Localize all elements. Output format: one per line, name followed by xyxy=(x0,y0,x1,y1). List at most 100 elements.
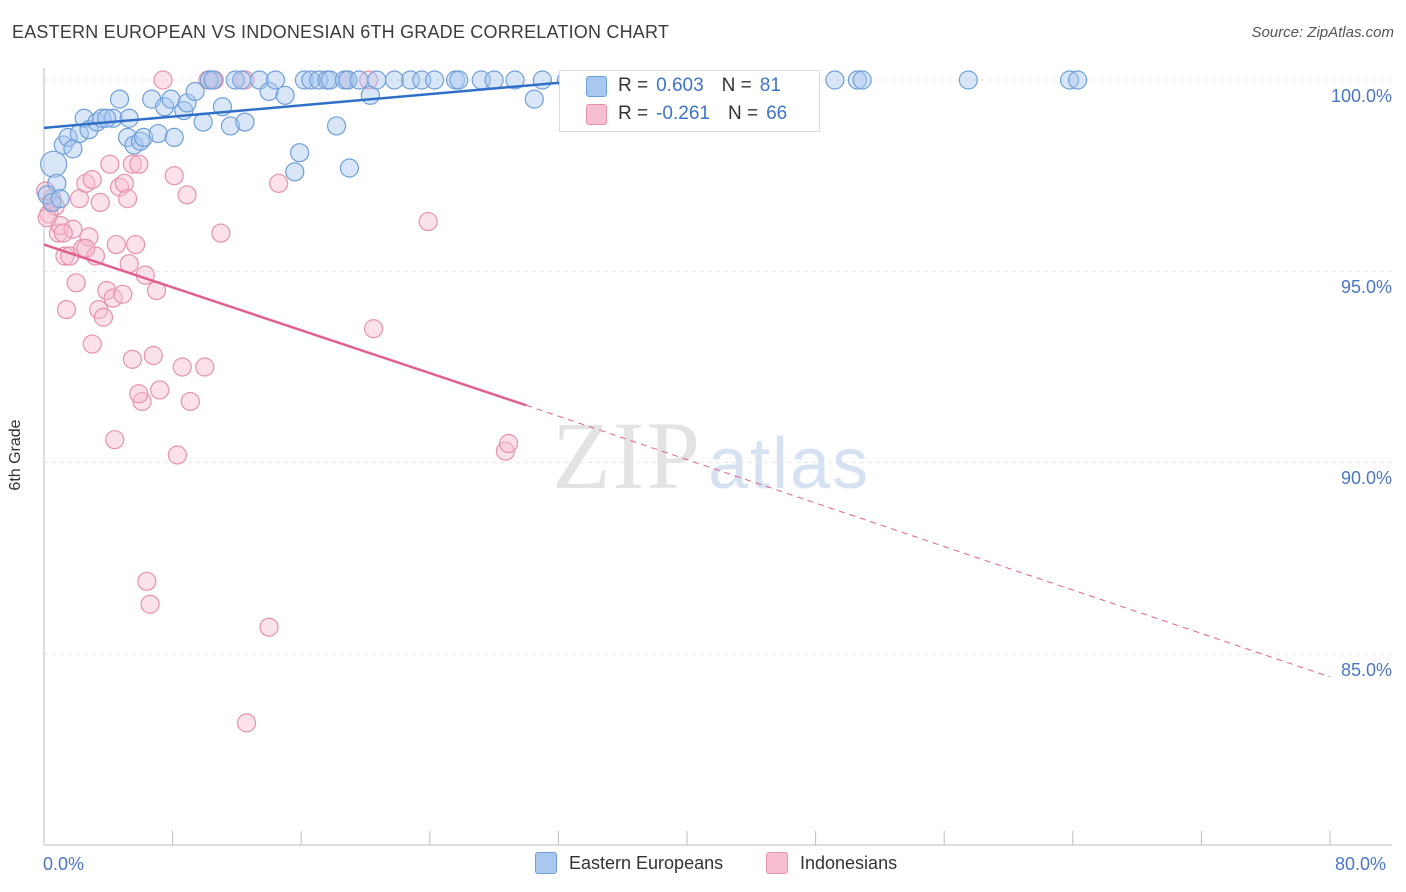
indonesians-point xyxy=(180,391,200,412)
legend-swatch-pink xyxy=(766,852,788,874)
x-tick-label-min: 0.0% xyxy=(43,854,85,874)
eastern-europeans-point xyxy=(524,89,544,109)
indonesians-point xyxy=(498,433,519,454)
eastern-europeans-point xyxy=(161,89,181,109)
eastern-europeans-point xyxy=(177,93,197,113)
watermark: ZIPatlas xyxy=(552,400,870,511)
eastern-europeans-point xyxy=(117,127,138,147)
legend-label-pink: Indonesians xyxy=(800,852,898,873)
legend-swatch-blue xyxy=(586,75,607,97)
eastern-europeans-point xyxy=(339,158,360,178)
legend-label-blue: Eastern Europeans xyxy=(569,852,724,873)
eastern-europeans-point xyxy=(367,70,387,90)
indonesians-point xyxy=(76,238,96,258)
indonesians-point xyxy=(122,154,143,174)
n-value-blue: 81 xyxy=(759,75,781,96)
indonesians-point xyxy=(48,223,69,243)
r-label: R = xyxy=(618,75,649,96)
indonesians-point xyxy=(117,189,138,209)
indonesians-point xyxy=(37,208,57,228)
eastern-europeans-point xyxy=(338,70,358,90)
eastern-europeans-point xyxy=(164,127,184,147)
indonesians-point xyxy=(359,70,379,90)
eastern-europeans-point xyxy=(326,116,347,136)
eastern-europeans-points xyxy=(37,70,1088,213)
y-tick-label-85: 85.0% xyxy=(1340,660,1392,680)
eastern-europeans-point xyxy=(847,70,867,90)
y-axis-label: 6th Grade xyxy=(7,419,24,491)
eastern-europeans-point xyxy=(97,108,117,128)
n-label: N = xyxy=(727,103,759,124)
eastern-europeans-point xyxy=(425,70,445,90)
indonesians-point xyxy=(56,300,77,320)
source-credit: Source: ZipAtlas.com xyxy=(1251,24,1394,41)
indonesians-point xyxy=(82,169,102,190)
trend-extension-indonesians xyxy=(526,404,1331,678)
r-label: R = xyxy=(618,103,649,124)
legend-swatch-blue xyxy=(535,852,557,874)
eastern-europeans-point xyxy=(40,150,68,178)
indonesians-point xyxy=(195,357,215,377)
eastern-europeans-point xyxy=(58,127,78,147)
eastern-europeans-point xyxy=(958,70,978,90)
indonesians-point xyxy=(211,223,231,243)
watermark-atlas: atlas xyxy=(708,424,871,504)
indonesians-point xyxy=(143,345,163,366)
indonesians-point xyxy=(259,617,279,637)
indonesians-point xyxy=(126,234,146,255)
r-value-blue: 0.603 xyxy=(656,75,704,96)
indonesians-point xyxy=(150,380,170,400)
indonesians-point xyxy=(153,70,173,90)
n-label: N = xyxy=(721,75,752,96)
indonesians-point xyxy=(177,185,197,205)
y-tick-label-100: 100.0% xyxy=(1330,86,1392,106)
indonesians-points xyxy=(36,70,519,733)
indonesians-point xyxy=(82,334,102,354)
legend-item-eastern-europeans: Eastern Europeans xyxy=(535,852,723,874)
indonesians-point xyxy=(164,166,184,186)
trend-lines xyxy=(43,78,1331,678)
indonesians-point xyxy=(129,384,149,404)
eastern-europeans-point xyxy=(225,70,245,90)
eastern-europeans-point xyxy=(505,70,525,90)
x-tick-label-max: 80.0% xyxy=(1335,854,1387,874)
eastern-europeans-point xyxy=(294,70,315,90)
eastern-europeans-point xyxy=(50,189,70,209)
indonesians-point xyxy=(363,319,384,339)
eastern-europeans-point xyxy=(134,127,154,147)
indonesians-point xyxy=(172,357,192,377)
indonesians-point xyxy=(53,223,73,243)
eastern-europeans-point xyxy=(154,97,175,117)
eastern-europeans-point xyxy=(349,70,369,90)
trend-line-eastern-europeans xyxy=(43,78,591,130)
indonesians-point xyxy=(90,192,110,213)
eastern-europeans-point xyxy=(449,70,469,90)
eastern-europeans-point xyxy=(400,70,421,90)
eastern-europeans-point xyxy=(825,70,845,90)
eastern-europeans-point xyxy=(484,70,504,90)
eastern-europeans-point xyxy=(119,108,139,128)
indonesians-point xyxy=(140,594,160,614)
eastern-europeans-point xyxy=(275,85,295,105)
gridlines xyxy=(44,79,1392,655)
stats-row-pink: R = -0.261 N = 66 xyxy=(586,101,787,127)
indonesians-point xyxy=(100,154,120,174)
indonesians-point xyxy=(129,154,149,174)
indonesians-point xyxy=(114,173,134,193)
eastern-europeans-point xyxy=(235,112,255,132)
indonesians-point xyxy=(103,288,123,308)
n-value-pink: 66 xyxy=(766,103,788,124)
eastern-europeans-point xyxy=(109,89,130,109)
eastern-europeans-point xyxy=(193,112,213,132)
eastern-europeans-point xyxy=(309,70,329,90)
indonesians-point xyxy=(63,219,83,239)
indonesians-point xyxy=(55,246,75,266)
chart-title: EASTERN EUROPEAN VS INDONESIAN 6TH GRADE… xyxy=(12,22,670,42)
stats-row-blue: R = 0.603 N = 81 xyxy=(586,73,781,99)
eastern-europeans-point xyxy=(220,116,241,136)
eastern-europeans-point xyxy=(1059,70,1080,90)
stats-legend: R = 0.603 N = 81 R = -0.261 N = 66 xyxy=(559,70,820,132)
eastern-europeans-point xyxy=(384,70,405,90)
eastern-europeans-point xyxy=(852,70,872,90)
